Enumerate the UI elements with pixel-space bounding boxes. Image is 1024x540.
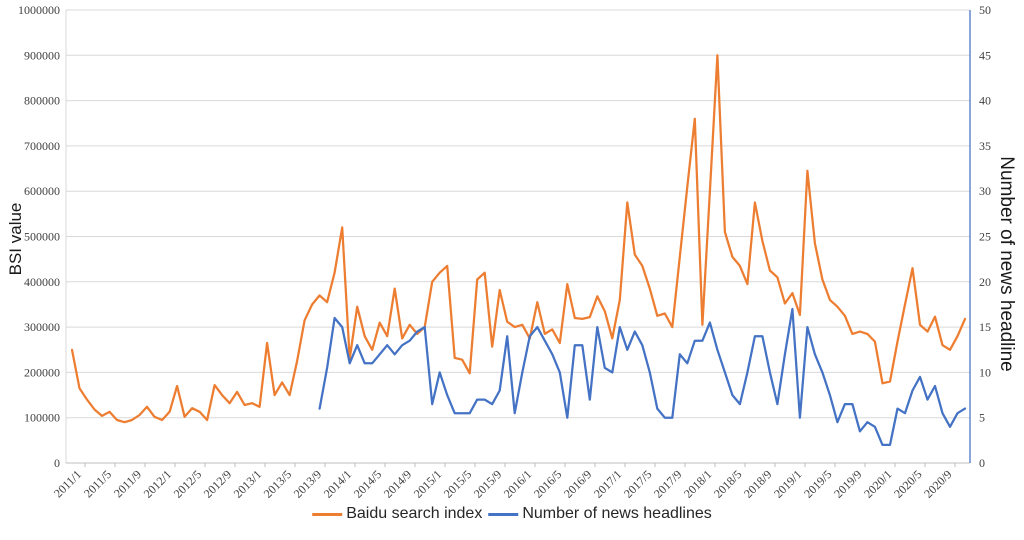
baidu-series-line [70, 54, 967, 424]
x-tick-label: 2015/5 [441, 467, 474, 500]
y-left-tick-label: 800000 [24, 94, 60, 108]
x-tick-label: 2020/9 [921, 467, 954, 500]
y-right-tick-label: 0 [979, 456, 985, 470]
y-right-tick-label: 20 [979, 275, 991, 289]
y-right-tick-label: 15 [979, 320, 991, 334]
y-right-tick-label: 40 [979, 94, 991, 108]
y-left-tick-label: 0 [54, 456, 60, 470]
x-tick-label: 2020/1 [861, 467, 894, 500]
x-tick-label: 2011/9 [111, 467, 144, 500]
y-left-tick-label: 700000 [24, 139, 60, 153]
left-axis-title: BSI value [6, 202, 25, 276]
y-left-tick-label: 300000 [24, 320, 60, 334]
y-left-tick-label: 200000 [24, 365, 60, 379]
y-right-tick-label: 50 [979, 3, 991, 17]
right-axis-title: Number of news headline [996, 156, 1017, 372]
x-tick-label: 2015/1 [411, 467, 444, 500]
x-tick-label: 2014/9 [381, 467, 414, 500]
news-series-swatch [488, 512, 519, 516]
x-tick-label: 2019/1 [771, 467, 804, 500]
y-left-tick-label: 400000 [24, 275, 60, 289]
x-tick-label: 2018/9 [741, 467, 774, 500]
y-right-tick-label: 25 [979, 230, 991, 244]
y-left-tick-label: 600000 [24, 184, 60, 198]
x-tick-label: 2015/9 [471, 467, 504, 500]
x-tick-label: 2013/1 [231, 467, 264, 500]
legend-item-news-headlines: Number of news headlines [488, 505, 712, 523]
legend-item-baidu-search-index: Baidu search index [312, 505, 482, 523]
y-left-tick-label: 500000 [24, 230, 60, 244]
x-tick-label: 2013/9 [291, 467, 324, 500]
x-tick-label: 2020/5 [891, 467, 924, 500]
y-right-tick-label: 35 [979, 139, 991, 153]
baidu-series-label: Baidu search index [346, 505, 483, 522]
legend: Baidu search index Number of news headli… [312, 505, 712, 523]
x-tick-label: 2014/5 [351, 467, 384, 500]
x-tick-label: 2011/5 [81, 467, 114, 500]
x-tick-label: 2018/5 [711, 467, 744, 500]
x-tick-label: 2016/9 [561, 467, 594, 500]
x-tick-label: 2016/1 [501, 467, 534, 500]
baidu-series-swatch [312, 512, 343, 516]
x-tick-label: 2012/5 [171, 467, 204, 500]
y-left-tick-label: 1000000 [18, 3, 60, 17]
x-tick-label: 2014/1 [321, 467, 354, 500]
news-series-line [318, 307, 967, 447]
x-tick-label: 2019/5 [801, 467, 834, 500]
x-tick-label: 2019/9 [831, 467, 864, 500]
x-tick-label: 2017/9 [651, 467, 684, 500]
x-tick-label: 2012/1 [141, 467, 174, 500]
y-left-tick-label: 900000 [24, 48, 60, 62]
y-right-tick-label: 10 [979, 365, 991, 379]
y-right-tick-label: 45 [979, 48, 991, 62]
x-tick-label: 2013/5 [261, 467, 294, 500]
news-series-label: Number of news headlines [522, 505, 712, 522]
x-tick-label: 2011/1 [51, 467, 84, 500]
x-tick-label: 2017/1 [591, 467, 624, 500]
x-tick-label: 2012/9 [201, 467, 234, 500]
y-left-tick-label: 100000 [24, 411, 60, 425]
y-right-tick-label: 30 [979, 184, 991, 198]
x-tick-label: 2016/5 [531, 467, 564, 500]
x-tick-label: 2017/5 [621, 467, 654, 500]
x-tick-label: 2018/1 [681, 467, 714, 500]
y-right-tick-label: 5 [979, 411, 985, 425]
